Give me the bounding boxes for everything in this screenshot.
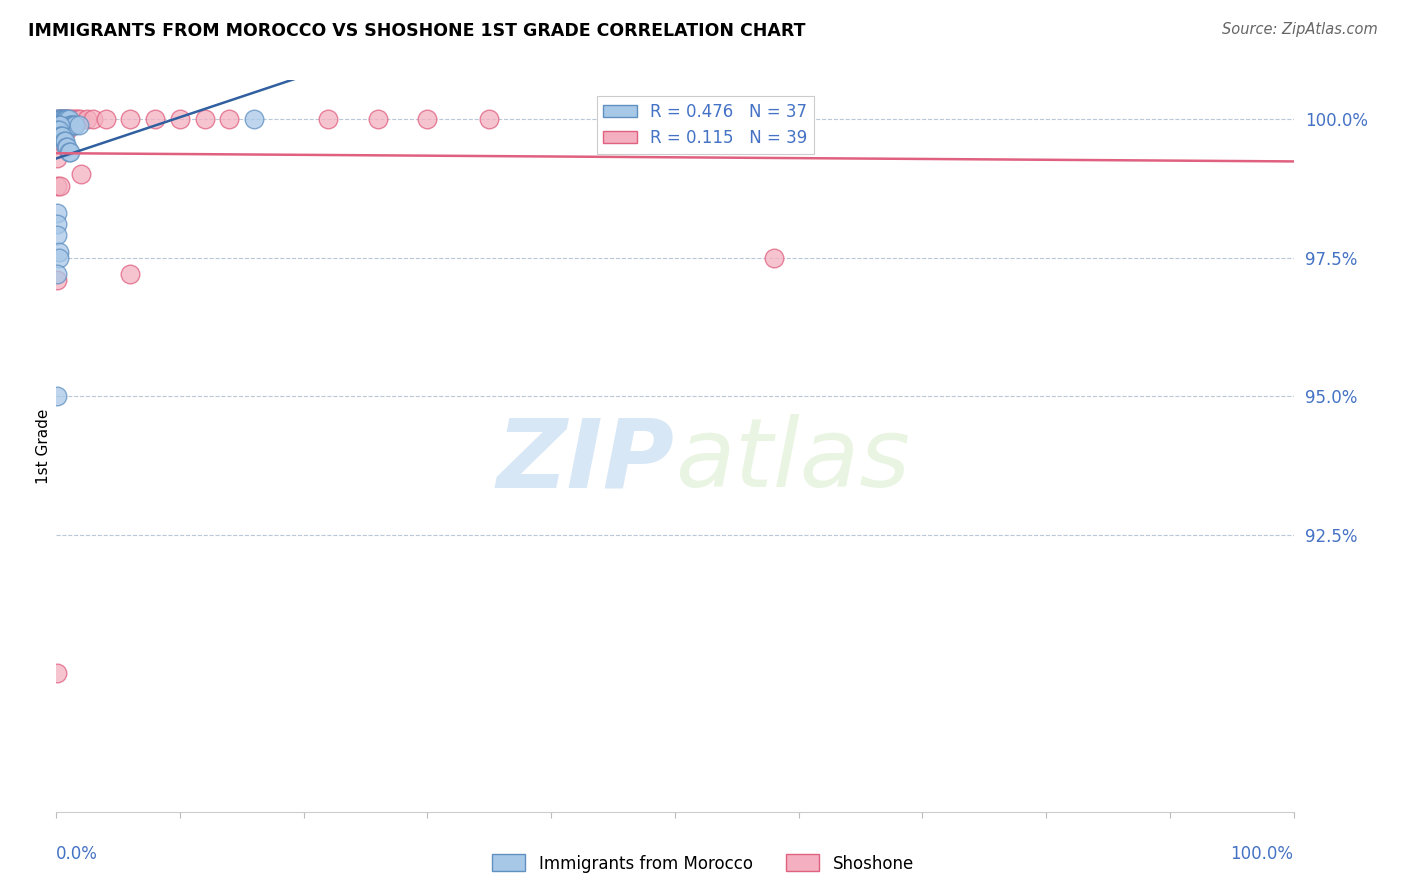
Point bbox=[416, 112, 439, 126]
Point bbox=[46, 128, 69, 143]
Point bbox=[46, 206, 69, 220]
Text: atlas: atlas bbox=[675, 414, 910, 508]
Point bbox=[762, 251, 785, 265]
Point bbox=[55, 140, 77, 154]
Point bbox=[218, 112, 240, 126]
Point bbox=[63, 118, 86, 132]
Point bbox=[67, 118, 90, 132]
Point bbox=[49, 128, 72, 143]
Point bbox=[63, 112, 86, 126]
Point bbox=[66, 112, 89, 126]
Point bbox=[194, 112, 217, 126]
Point bbox=[48, 251, 70, 265]
Point bbox=[62, 118, 84, 132]
Point bbox=[60, 118, 83, 132]
Point bbox=[318, 112, 340, 126]
Point bbox=[478, 112, 501, 126]
Text: Source: ZipAtlas.com: Source: ZipAtlas.com bbox=[1222, 22, 1378, 37]
Point bbox=[46, 151, 69, 165]
Point bbox=[59, 145, 82, 160]
Point bbox=[46, 112, 69, 126]
Point bbox=[59, 118, 82, 132]
Point bbox=[60, 118, 83, 132]
Point bbox=[69, 112, 91, 126]
Point bbox=[51, 128, 73, 143]
Point bbox=[46, 218, 69, 232]
Point bbox=[120, 112, 142, 126]
Legend: R = 0.476   N = 37, R = 0.115   N = 39: R = 0.476 N = 37, R = 0.115 N = 39 bbox=[596, 96, 814, 153]
Point bbox=[56, 123, 79, 137]
Point bbox=[51, 128, 73, 143]
Point bbox=[82, 112, 104, 126]
Point bbox=[53, 123, 76, 137]
Point bbox=[46, 178, 69, 193]
Point bbox=[53, 134, 76, 148]
Point bbox=[60, 112, 83, 126]
Point bbox=[46, 228, 69, 243]
Point bbox=[49, 118, 72, 132]
Point bbox=[48, 112, 70, 126]
Text: 0.0%: 0.0% bbox=[56, 845, 98, 863]
Point bbox=[367, 112, 389, 126]
Point bbox=[53, 112, 76, 126]
Point bbox=[143, 112, 166, 126]
Point bbox=[94, 112, 117, 126]
Point bbox=[58, 112, 80, 126]
Point bbox=[49, 112, 72, 126]
Text: ZIP: ZIP bbox=[496, 414, 675, 508]
Point bbox=[70, 168, 93, 182]
Point bbox=[56, 112, 79, 126]
Point bbox=[51, 112, 73, 126]
Point bbox=[58, 145, 80, 160]
Point bbox=[48, 245, 70, 260]
Point bbox=[243, 112, 266, 126]
Point bbox=[51, 112, 73, 126]
Point bbox=[46, 134, 69, 148]
Point bbox=[49, 128, 72, 143]
Point bbox=[55, 112, 77, 126]
Point bbox=[51, 112, 73, 126]
Point bbox=[52, 134, 75, 148]
Point bbox=[46, 389, 69, 403]
Point bbox=[53, 112, 76, 126]
Point bbox=[59, 112, 82, 126]
Point bbox=[46, 118, 69, 132]
Point bbox=[49, 112, 72, 126]
Point bbox=[48, 123, 70, 137]
Point bbox=[56, 140, 79, 154]
Point bbox=[52, 112, 75, 126]
Point bbox=[46, 666, 69, 681]
Point bbox=[56, 112, 79, 126]
Point bbox=[49, 178, 72, 193]
Point bbox=[46, 112, 69, 126]
Point bbox=[76, 112, 98, 126]
Point bbox=[49, 118, 72, 132]
Point bbox=[48, 118, 70, 132]
Point bbox=[169, 112, 191, 126]
Y-axis label: 1st Grade: 1st Grade bbox=[35, 409, 51, 483]
Point bbox=[51, 118, 73, 132]
Text: 100.0%: 100.0% bbox=[1230, 845, 1294, 863]
Legend: Immigrants from Morocco, Shoshone: Immigrants from Morocco, Shoshone bbox=[485, 847, 921, 880]
Point bbox=[49, 134, 72, 148]
Point bbox=[46, 267, 69, 281]
Point bbox=[46, 123, 69, 137]
Point bbox=[46, 273, 69, 287]
Point bbox=[120, 267, 142, 281]
Text: IMMIGRANTS FROM MOROCCO VS SHOSHONE 1ST GRADE CORRELATION CHART: IMMIGRANTS FROM MOROCCO VS SHOSHONE 1ST … bbox=[28, 22, 806, 40]
